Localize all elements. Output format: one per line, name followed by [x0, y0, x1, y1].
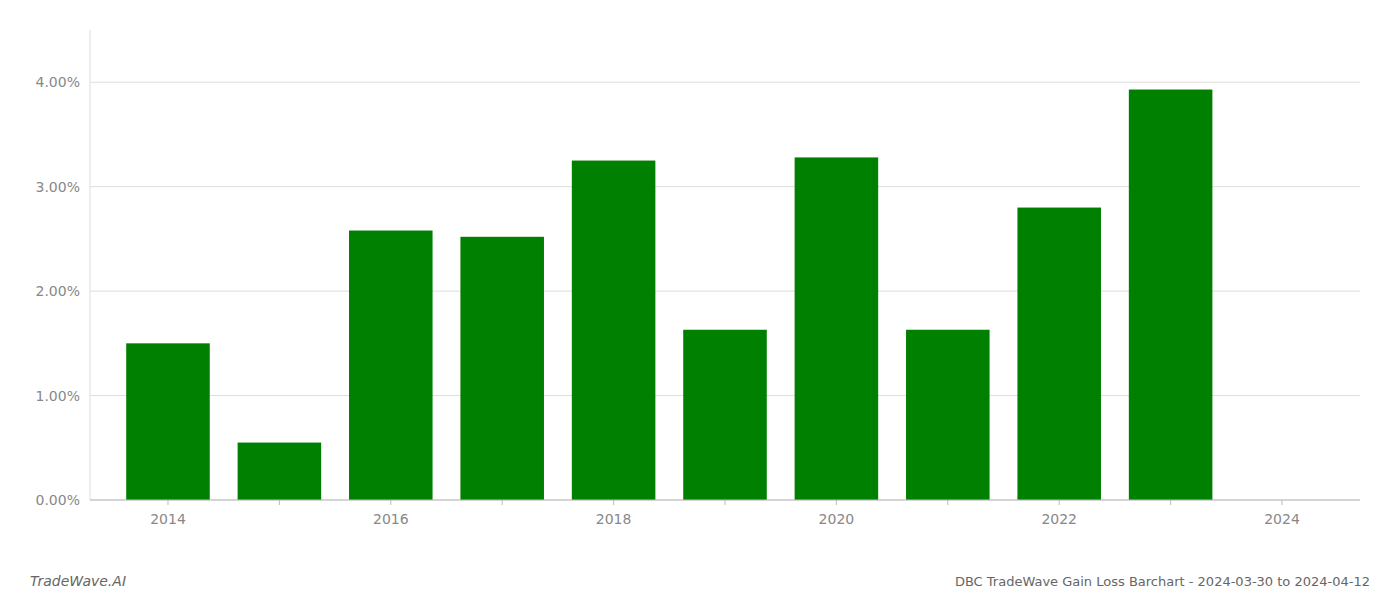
- y-tick-label: 0.00%: [36, 492, 80, 508]
- x-tick-label: 2022: [1041, 511, 1077, 527]
- title: DBC TradeWave Gain Loss Barchart - 2024-…: [955, 574, 1370, 589]
- bar: [906, 330, 990, 500]
- x-tick-label: 2020: [819, 511, 855, 527]
- x-tick: [725, 500, 726, 505]
- x-axis: 2014 2016 2018 2020 2022 2024: [90, 500, 1360, 527]
- bar: [460, 237, 544, 500]
- y-axis: 0.00% 1.00% 2.00% 3.00% 4.00%: [36, 30, 90, 508]
- bar: [349, 231, 433, 500]
- x-tick: [836, 500, 837, 505]
- y-tick-label: 3.00%: [36, 179, 80, 195]
- x-tick: [947, 500, 948, 505]
- bar: [238, 443, 322, 500]
- bar: [1017, 208, 1101, 500]
- x-tick: [1059, 500, 1060, 505]
- x-tick: [1170, 500, 1171, 505]
- grid-line: [90, 82, 1360, 83]
- y-tick-label: 1.00%: [36, 388, 80, 404]
- y-tick-label: 4.00%: [36, 74, 80, 90]
- x-tick: [167, 500, 168, 505]
- grid: [90, 82, 1360, 500]
- x-tick-label: 2024: [1264, 511, 1300, 527]
- x-tick: [279, 500, 280, 505]
- x-tick: [613, 500, 614, 505]
- bars: [126, 90, 1212, 500]
- chart: 0.00% 1.00% 2.00% 3.00% 4.00% 2014 2016 2018 202…: [0, 0, 1400, 600]
- watermark: TradeWave.AI: [30, 573, 126, 589]
- x-tick: [1282, 500, 1283, 505]
- x-tick: [502, 500, 503, 505]
- y-axis-line: [90, 30, 91, 500]
- x-tick-label: 2018: [596, 511, 632, 527]
- bar: [795, 157, 879, 500]
- x-tick: [390, 500, 391, 505]
- bar: [126, 343, 210, 500]
- x-tick-label: 2014: [150, 511, 186, 527]
- bar: [1129, 90, 1213, 500]
- bar: [683, 330, 767, 500]
- y-tick-label: 2.00%: [36, 283, 80, 299]
- x-tick-label: 2016: [373, 511, 409, 527]
- bar: [572, 161, 656, 500]
